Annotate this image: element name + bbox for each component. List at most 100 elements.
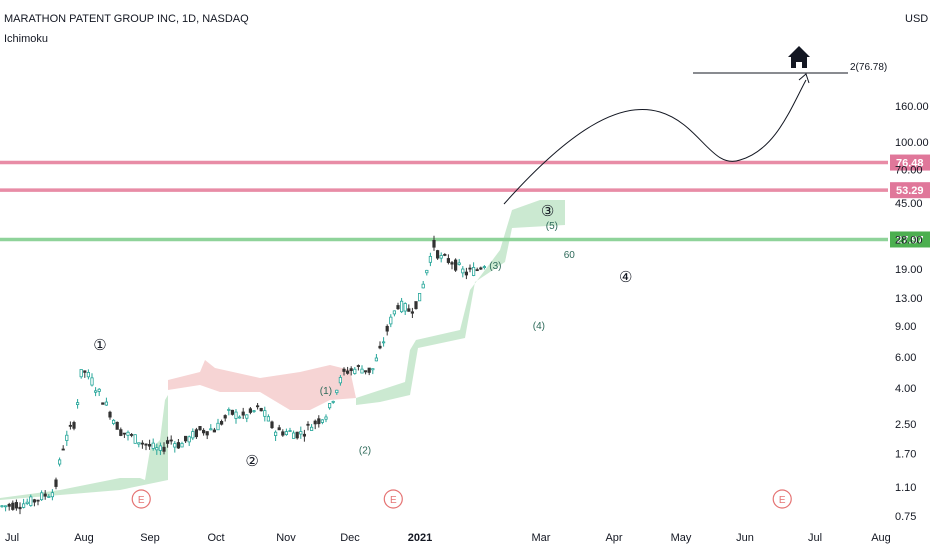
- candle-body-43: [155, 447, 159, 451]
- candle-body-49: [176, 442, 180, 449]
- candle-body-73: [263, 410, 267, 417]
- candle-body-115: [414, 301, 418, 310]
- candle-body-0: [0, 505, 4, 508]
- candle-body-102: [367, 367, 371, 373]
- candle-body-61: [219, 421, 224, 425]
- candlestick-series: [0, 235, 487, 515]
- candle-body-67: [241, 411, 245, 416]
- y-tick-12: 1.10: [895, 482, 916, 494]
- candle-body-31: [112, 419, 116, 424]
- horizontal-levels: 76.48 53.29 27.97: [0, 154, 930, 248]
- candle-body-70: [252, 410, 256, 413]
- candle-body-134: [482, 266, 487, 268]
- candle-body-18: [65, 434, 69, 441]
- y-tick-11: 1.70: [895, 449, 916, 461]
- price-axis[interactable]: 160.00 100.00 70.00 45.00 28.00 19.00 13.00 9.0…: [895, 101, 929, 523]
- candle-body-56: [201, 429, 206, 434]
- time-axis[interactable]: Jul Aug Sep Oct Nov Dec 2021 Mar Apr May Jun Jul Aug: [5, 532, 891, 544]
- candle-body-120: [432, 239, 436, 248]
- candle-body-59: [212, 429, 216, 433]
- candle-body-48: [173, 443, 177, 448]
- x-tick-6: 2021: [408, 532, 432, 544]
- candle-body-127: [457, 262, 461, 265]
- candle-body-92: [331, 400, 335, 403]
- x-tick-12: Aug: [871, 532, 891, 544]
- candle-body-65: [234, 411, 238, 419]
- candle-body-5: [18, 506, 22, 510]
- y-tick-3: 45.00: [895, 198, 923, 210]
- candle-body-72: [259, 407, 263, 412]
- candle-body-22: [79, 369, 83, 378]
- y-tick-6: 13.00: [895, 293, 923, 305]
- earnings-icon[interactable]: [383, 489, 403, 509]
- candle-body-97: [349, 368, 353, 372]
- candle-body-39: [140, 442, 144, 445]
- candle-body-119: [428, 256, 433, 263]
- candle-body-131: [471, 267, 476, 276]
- candle-body-86: [309, 426, 314, 431]
- candle-body-45: [162, 446, 166, 452]
- candle-body-108: [389, 316, 393, 325]
- candle-body-30: [108, 411, 112, 418]
- y-tick-9: 4.00: [895, 383, 916, 395]
- candle-body-121: [435, 250, 440, 259]
- x-tick-3: Oct: [207, 532, 224, 544]
- candle-body-112: [403, 303, 407, 312]
- candle-body-44: [158, 445, 162, 451]
- candle-body-117: [421, 283, 425, 289]
- candle-body-32: [115, 421, 119, 430]
- candle-body-40: [144, 443, 148, 446]
- candle-body-52: [187, 436, 191, 443]
- candle-body-35: [126, 431, 130, 436]
- candle-body-23: [83, 370, 87, 373]
- earnings-icon[interactable]: [772, 489, 792, 509]
- candle-body-122: [439, 255, 443, 259]
- y-tick-7: 9.00: [895, 321, 916, 333]
- candle-body-110: [396, 305, 400, 310]
- candle-body-25: [90, 377, 94, 386]
- candle-body-16: [58, 459, 62, 465]
- candle-body-109: [392, 310, 397, 315]
- candle-body-69: [248, 408, 252, 413]
- candle-body-98: [353, 368, 357, 374]
- candle-body-89: [320, 419, 325, 423]
- candle-body-130: [468, 267, 472, 270]
- candle-body-66: [237, 416, 242, 419]
- candle-body-78: [281, 431, 285, 436]
- target-label: 2(76.78): [850, 62, 887, 73]
- candle-body-126: [453, 259, 458, 271]
- candle-body-71: [255, 405, 260, 408]
- ichimoku-cloud: [0, 200, 565, 500]
- candle-body-38: [137, 442, 141, 445]
- candle-body-47: [169, 439, 173, 442]
- arrowhead-icon: [798, 73, 810, 84]
- level-label-0: 76.48: [896, 158, 924, 170]
- candle-body-118: [425, 269, 429, 274]
- level-tag-0: [890, 154, 930, 171]
- x-tick-4: Nov: [276, 532, 296, 544]
- indicator-name[interactable]: Ichimoku: [4, 33, 48, 45]
- x-tick-9: May: [671, 532, 692, 544]
- cloud-segment-2: [356, 200, 565, 405]
- candle-body-12: [43, 493, 47, 497]
- candle-body-87: [313, 420, 317, 425]
- candle-body-17: [61, 448, 65, 451]
- candle-body-90: [324, 416, 328, 420]
- candle-body-11: [40, 492, 44, 501]
- candle-body-68: [245, 414, 249, 419]
- wave-label-10: 60: [564, 250, 576, 261]
- candle-body-64: [230, 409, 234, 415]
- candle-body-132: [475, 269, 479, 272]
- candle-body-57: [205, 431, 209, 436]
- candle-body-21: [76, 402, 80, 405]
- candle-body-10: [36, 499, 40, 502]
- candle-body-99: [356, 365, 361, 367]
- earnings-icon[interactable]: [131, 489, 151, 509]
- candle-body-106: [381, 341, 386, 344]
- level-tag-2: [890, 231, 930, 248]
- candle-body-41: [147, 444, 152, 447]
- candle-body-133: [479, 267, 483, 270]
- earnings-label-1: E: [390, 495, 397, 506]
